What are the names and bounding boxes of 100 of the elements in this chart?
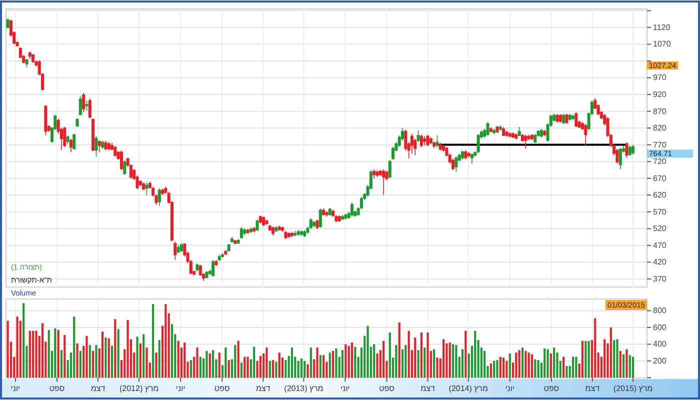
bar	[442, 339, 445, 378]
candlestick	[85, 100, 88, 112]
bar	[54, 328, 56, 378]
x-tick-label: מרץ (2012)	[119, 384, 159, 394]
bar	[206, 350, 208, 378]
bar	[455, 345, 458, 378]
bar	[319, 355, 322, 378]
bar	[268, 360, 271, 378]
candlestick	[296, 230, 300, 236]
candlestick	[303, 230, 306, 238]
bar	[126, 320, 129, 378]
bar	[433, 349, 436, 378]
candlestick	[436, 135, 439, 148]
bar	[544, 348, 546, 378]
bar	[616, 339, 618, 378]
bar	[284, 360, 287, 378]
bar	[290, 348, 294, 378]
candlestick	[138, 180, 142, 186]
candlestick	[316, 219, 319, 230]
candlestick	[224, 250, 228, 256]
bar	[354, 346, 356, 378]
candlestick	[272, 226, 275, 236]
bar	[628, 355, 631, 378]
candlestick	[142, 182, 146, 190]
bar	[530, 354, 533, 378]
bar	[376, 353, 378, 378]
candlestick	[78, 96, 82, 116]
y-tick-label: 870	[653, 106, 667, 116]
bar	[408, 330, 410, 378]
y-tick-label: 520	[653, 224, 667, 234]
candlestick	[107, 142, 110, 151]
bar	[196, 348, 198, 378]
candlestick	[249, 227, 252, 234]
candlestick	[518, 126, 521, 136]
candlestick	[294, 230, 297, 237]
candlestick	[6, 18, 10, 29]
bar	[515, 352, 518, 378]
bar	[278, 352, 280, 378]
candlestick	[281, 226, 284, 232]
candlestick	[429, 136, 432, 145]
bar	[108, 338, 110, 378]
candlestick	[120, 150, 123, 171]
y-tick-label: 970	[653, 73, 667, 82]
candlestick	[618, 147, 622, 170]
candlestick	[243, 228, 246, 236]
candlestick	[312, 220, 316, 228]
bar	[92, 350, 94, 378]
bar	[146, 348, 148, 378]
bar	[632, 356, 634, 378]
candlestick	[508, 132, 512, 138]
candlestick	[476, 134, 480, 154]
y-tick-label: 1070	[653, 40, 672, 49]
bar	[366, 326, 369, 378]
candlestick	[540, 128, 543, 138]
bar	[424, 348, 426, 378]
bar	[610, 327, 612, 378]
x-tick-label: יוני	[176, 384, 186, 394]
x-tick-label: יוני	[10, 384, 20, 394]
bar	[502, 358, 505, 378]
bar	[332, 350, 334, 378]
bar	[184, 342, 186, 378]
bar	[164, 304, 167, 378]
bar	[104, 338, 107, 378]
bar	[208, 353, 211, 378]
x-tick-label: מרץ (2013)	[284, 384, 324, 394]
x-tick-label: ספט	[544, 384, 560, 394]
candlestick	[274, 226, 278, 232]
candlestick	[574, 112, 578, 128]
y-tick-label: 720	[653, 157, 667, 166]
candlestick	[101, 140, 104, 150]
candlestick	[442, 144, 446, 152]
candlestick	[376, 170, 379, 178]
candlestick	[66, 135, 70, 144]
bar	[388, 332, 391, 378]
candlestick	[158, 188, 161, 206]
candlestick	[572, 114, 575, 120]
candlestick	[338, 215, 341, 222]
candlestick	[502, 126, 506, 136]
bar	[521, 348, 524, 378]
bar	[464, 330, 467, 378]
bar	[272, 360, 274, 378]
candlestick	[218, 254, 221, 262]
bar	[506, 360, 508, 378]
candlestick	[176, 244, 180, 254]
candlestick	[322, 208, 326, 216]
bar	[499, 356, 502, 378]
bar	[550, 353, 552, 378]
candlestick	[467, 151, 470, 158]
candlestick	[25, 58, 28, 68]
candlestick	[492, 128, 496, 134]
bar	[177, 340, 180, 378]
bar	[594, 318, 596, 378]
bar	[537, 360, 540, 378]
candlestick	[464, 150, 468, 160]
bar	[246, 356, 249, 378]
candlestick	[212, 260, 215, 277]
y-tick-label: 600	[653, 322, 667, 332]
bar	[401, 349, 404, 378]
candlestick	[512, 132, 515, 139]
bar	[35, 330, 38, 378]
